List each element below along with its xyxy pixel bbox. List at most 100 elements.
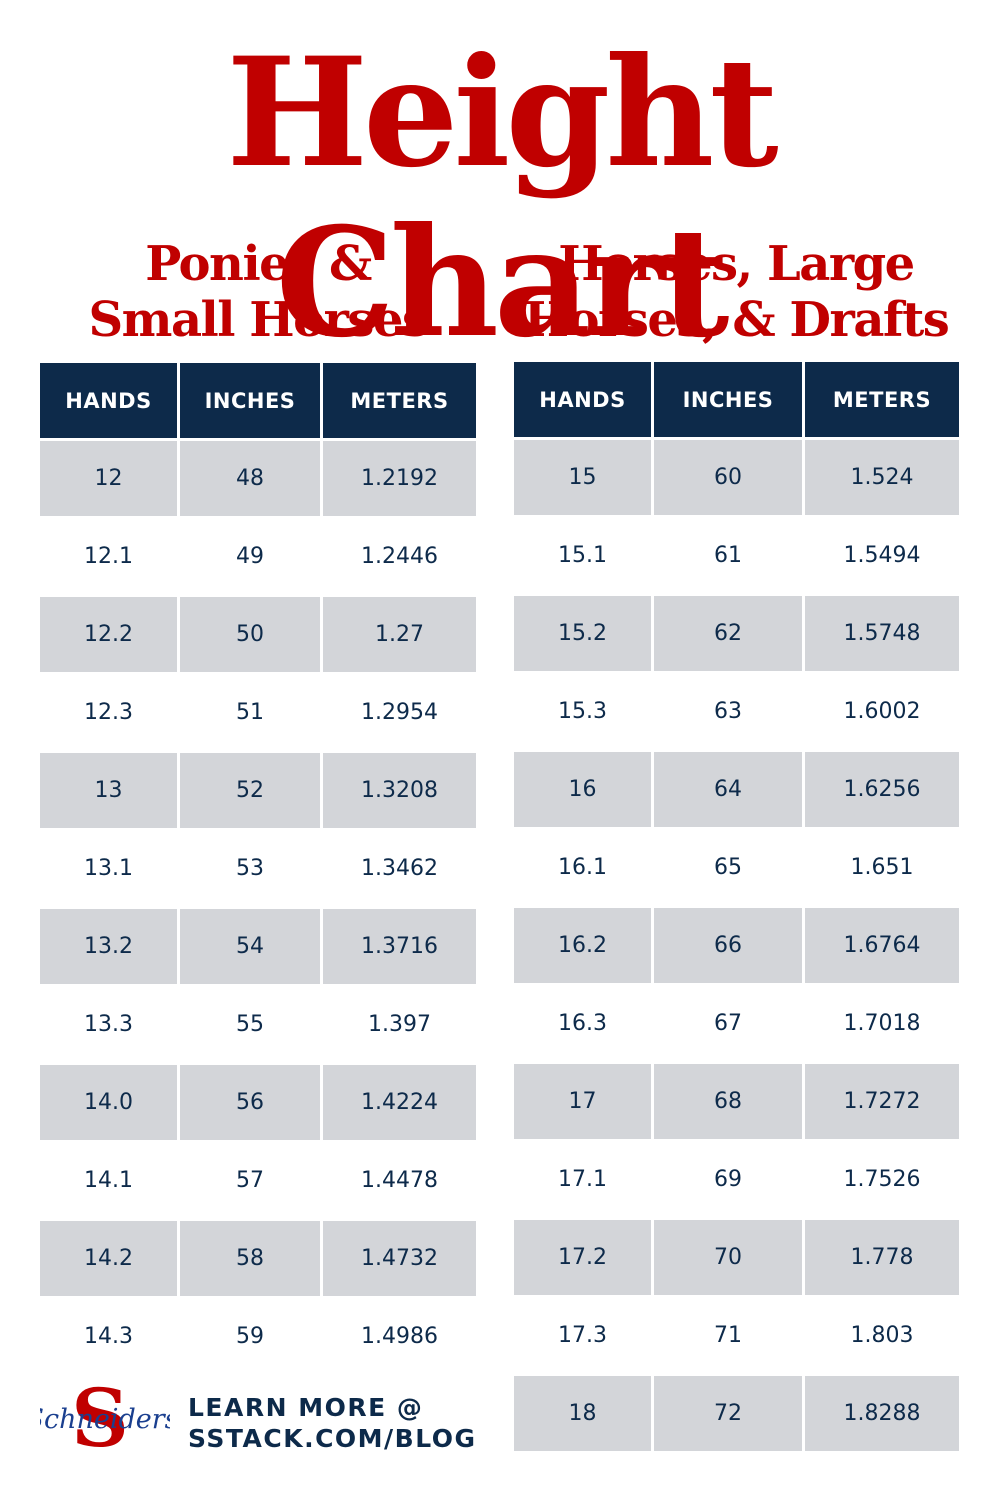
cell-inches: 59 xyxy=(180,1296,323,1374)
cell-inches: 49 xyxy=(180,516,323,594)
column-header-meters: METERS xyxy=(323,363,476,438)
cell-inches: 70 xyxy=(654,1217,805,1295)
table-row: 15.2 62 1.5748 xyxy=(514,593,959,671)
cell-hands: 12.1 xyxy=(40,516,180,594)
table-header-row: HANDS INCHES METERS xyxy=(40,363,476,438)
table-row: 13.2 54 1.3716 xyxy=(40,906,476,984)
learn-more-line: LEARN MORE @ xyxy=(188,1393,424,1422)
table-row: 12 48 1.2192 xyxy=(40,438,476,516)
cell-meters: 1.3716 xyxy=(323,906,476,984)
section-title-horses: Horses, Large Horses, & Drafts xyxy=(512,236,960,348)
cell-hands: 18 xyxy=(514,1373,654,1451)
table-row: 13.3 55 1.397 xyxy=(40,984,476,1062)
cell-inches: 62 xyxy=(654,593,805,671)
cell-hands: 17.3 xyxy=(514,1295,654,1373)
cell-inches: 71 xyxy=(654,1295,805,1373)
schneiders-logo-icon: S Schneiders xyxy=(40,1382,170,1452)
section-title-line: Ponies & xyxy=(145,236,372,292)
learn-more-link[interactable]: LEARN MORE @ SSTACK.COM/BLOG xyxy=(188,1392,477,1454)
column-header-hands: HANDS xyxy=(514,362,654,437)
table-row: 18 72 1.8288 xyxy=(514,1373,959,1451)
cell-meters: 1.7018 xyxy=(805,983,959,1061)
cell-hands: 15.2 xyxy=(514,593,654,671)
cell-meters: 1.6764 xyxy=(805,905,959,983)
cell-meters: 1.2446 xyxy=(323,516,476,594)
table-row: 13 52 1.3208 xyxy=(40,750,476,828)
cell-inches: 69 xyxy=(654,1139,805,1217)
table-row: 12.2 50 1.27 xyxy=(40,594,476,672)
cell-meters: 1.4732 xyxy=(323,1218,476,1296)
cell-meters: 1.6256 xyxy=(805,749,959,827)
cell-meters: 1.397 xyxy=(323,984,476,1062)
cell-meters: 1.5494 xyxy=(805,515,959,593)
cell-meters: 1.651 xyxy=(805,827,959,905)
table-row: 13.1 53 1.3462 xyxy=(40,828,476,906)
cell-hands: 15.1 xyxy=(514,515,654,593)
cell-inches: 65 xyxy=(654,827,805,905)
cell-hands: 13.2 xyxy=(40,906,180,984)
column-header-hands: HANDS xyxy=(40,363,180,438)
table-row: 16.2 66 1.6764 xyxy=(514,905,959,983)
cell-inches: 68 xyxy=(654,1061,805,1139)
column-header-meters: METERS xyxy=(805,362,959,437)
cell-meters: 1.778 xyxy=(805,1217,959,1295)
table-row: 16.3 67 1.7018 xyxy=(514,983,959,1061)
table-row: 17.2 70 1.778 xyxy=(514,1217,959,1295)
cell-inches: 55 xyxy=(180,984,323,1062)
page-title: Height Chart xyxy=(226,25,778,371)
cell-hands: 14.0 xyxy=(40,1062,180,1140)
cell-inches: 51 xyxy=(180,672,323,750)
cell-inches: 66 xyxy=(654,905,805,983)
cell-hands: 15 xyxy=(514,437,654,515)
cell-inches: 67 xyxy=(654,983,805,1061)
cell-inches: 56 xyxy=(180,1062,323,1140)
cell-hands: 14.3 xyxy=(40,1296,180,1374)
cell-inches: 54 xyxy=(180,906,323,984)
column-header-inches: INCHES xyxy=(180,363,323,438)
cell-hands: 14.1 xyxy=(40,1140,180,1218)
table-row: 12.3 51 1.2954 xyxy=(40,672,476,750)
cell-meters: 1.803 xyxy=(805,1295,959,1373)
cell-meters: 1.3462 xyxy=(323,828,476,906)
cell-inches: 64 xyxy=(654,749,805,827)
table-row: 14.3 59 1.4986 xyxy=(40,1296,476,1374)
logo-text: Schneiders xyxy=(40,1404,170,1435)
learn-more-line: SSTACK.COM/BLOG xyxy=(188,1424,477,1453)
section-title-line: Small Horses xyxy=(88,292,429,348)
cell-inches: 61 xyxy=(654,515,805,593)
cell-meters: 1.4224 xyxy=(323,1062,476,1140)
cell-hands: 12.2 xyxy=(40,594,180,672)
cell-hands: 12.3 xyxy=(40,672,180,750)
cell-inches: 72 xyxy=(654,1373,805,1451)
cell-hands: 14.2 xyxy=(40,1218,180,1296)
cell-inches: 60 xyxy=(654,437,805,515)
section-title-line: Horses, Large xyxy=(558,236,915,292)
column-header-inches: INCHES xyxy=(654,362,805,437)
table-row: 15 60 1.524 xyxy=(514,437,959,515)
cell-hands: 15.3 xyxy=(514,671,654,749)
cell-inches: 50 xyxy=(180,594,323,672)
table-row: 16.1 65 1.651 xyxy=(514,827,959,905)
cell-inches: 48 xyxy=(180,438,323,516)
table-row: 15.1 61 1.5494 xyxy=(514,515,959,593)
table-row: 14.0 56 1.4224 xyxy=(40,1062,476,1140)
table-row: 17.1 69 1.7526 xyxy=(514,1139,959,1217)
cell-inches: 53 xyxy=(180,828,323,906)
cell-meters: 1.7526 xyxy=(805,1139,959,1217)
table-header-row: HANDS INCHES METERS xyxy=(514,362,959,437)
cell-meters: 1.2192 xyxy=(323,438,476,516)
svg-text:S: S xyxy=(71,1382,129,1452)
cell-inches: 57 xyxy=(180,1140,323,1218)
cell-hands: 17.1 xyxy=(514,1139,654,1217)
section-title-line: Horses, & Drafts xyxy=(523,292,950,348)
cell-meters: 1.5748 xyxy=(805,593,959,671)
cell-meters: 1.8288 xyxy=(805,1373,959,1451)
cell-meters: 1.27 xyxy=(323,594,476,672)
cell-inches: 63 xyxy=(654,671,805,749)
cell-meters: 1.2954 xyxy=(323,672,476,750)
table-row: 12.1 49 1.2446 xyxy=(40,516,476,594)
cell-inches: 52 xyxy=(180,750,323,828)
table-row: 17.3 71 1.803 xyxy=(514,1295,959,1373)
cell-hands: 17.2 xyxy=(514,1217,654,1295)
table-row: 15.3 63 1.6002 xyxy=(514,671,959,749)
